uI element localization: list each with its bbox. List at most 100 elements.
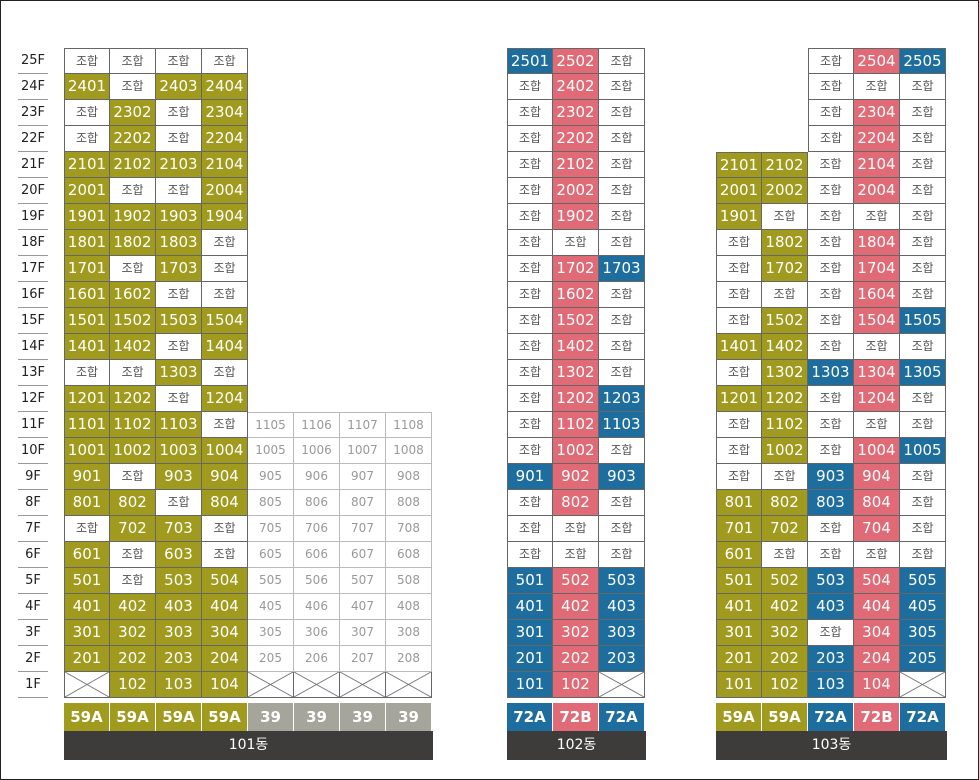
unit-cell: 302 — [762, 620, 808, 646]
union-unit-cell: 조합 — [202, 360, 248, 386]
union-unit-cell: 조합 — [507, 412, 553, 438]
empty-cell — [340, 204, 386, 230]
unit-cell: 504 — [202, 568, 248, 594]
empty-cell — [386, 360, 432, 386]
unit-cell: 404 — [854, 594, 900, 620]
unit-cell: 1204 — [202, 386, 248, 412]
empty-cell — [294, 360, 340, 386]
unit-cell: 2505 — [900, 48, 946, 74]
union-unit-cell: 조합 — [762, 204, 808, 230]
union-unit-cell: 조합 — [599, 48, 645, 74]
empty-cell — [762, 126, 808, 152]
empty-cell — [762, 74, 808, 100]
unit-type-label: 72B — [854, 703, 899, 731]
unit-type-label: 59A — [762, 703, 807, 731]
unit-cell: 1402 — [553, 334, 599, 360]
unit-type-row: 72A 72B 72A — [507, 703, 646, 731]
floor-label: 14F — [18, 334, 48, 360]
unit-type-label: 72A — [900, 703, 945, 731]
unit-cell: 501 — [716, 568, 762, 594]
union-unit-cell: 조합 — [808, 282, 854, 308]
unit-cell: 1402 — [110, 334, 156, 360]
union-unit-cell: 조합 — [156, 386, 202, 412]
unit-cell: 2103 — [156, 152, 202, 178]
union-unit-cell: 조합 — [716, 282, 762, 308]
unit-cell: 503 — [808, 568, 854, 594]
unit-cell: 202 — [762, 646, 808, 672]
union-unit-cell: 조합 — [808, 386, 854, 412]
union-unit-cell: 조합 — [64, 360, 110, 386]
unit-cell: 1002 — [553, 438, 599, 464]
floor-label: 7F — [18, 516, 48, 542]
unit-cell: 1201 — [64, 386, 110, 412]
union-unit-cell: 조합 — [900, 152, 946, 178]
empty-cell — [386, 308, 432, 334]
unit-cell: 402 — [110, 594, 156, 620]
union-unit-cell: 조합 — [64, 126, 110, 152]
unit-cell: 2104 — [202, 152, 248, 178]
unit-cell: 1903 — [156, 204, 202, 230]
floor-label: 9F — [18, 464, 48, 490]
union-unit-cell: 조합 — [110, 178, 156, 204]
empty-cell — [340, 334, 386, 360]
empty-cell — [294, 204, 340, 230]
union-unit-cell: 조합 — [507, 256, 553, 282]
floor-label: 5F — [18, 568, 48, 594]
unit-cell: 305 — [900, 620, 946, 646]
unit-cell: 1303 — [156, 360, 202, 386]
unit-cell: 1202 — [110, 386, 156, 412]
empty-cell — [294, 256, 340, 282]
unit-cell: 201 — [507, 646, 553, 672]
unit-cell: 808 — [386, 490, 432, 516]
empty-cell — [248, 100, 294, 126]
unit-cell: 501 — [64, 568, 110, 594]
unit-cell: 101 — [716, 672, 762, 698]
union-unit-cell: 조합 — [808, 334, 854, 360]
unit-cell: 1802 — [762, 230, 808, 256]
unit-cell: 1503 — [156, 308, 202, 334]
union-unit-cell: 조합 — [808, 542, 854, 568]
union-unit-cell: 조합 — [110, 542, 156, 568]
unit-cell: 2401 — [64, 74, 110, 100]
unit-cell: 508 — [386, 568, 432, 594]
unit-cell: 501 — [507, 568, 553, 594]
empty-cell — [716, 74, 762, 100]
union-unit-cell: 조합 — [762, 542, 808, 568]
unit-cell: 1202 — [762, 386, 808, 412]
union-unit-cell: 조합 — [599, 516, 645, 542]
unit-cell: 202 — [110, 646, 156, 672]
unit-cell: 504 — [854, 568, 900, 594]
union-unit-cell: 조합 — [507, 282, 553, 308]
union-unit-cell: 조합 — [507, 178, 553, 204]
unit-cell: 1602 — [553, 282, 599, 308]
unit-cell: 1901 — [716, 204, 762, 230]
empty-cell — [294, 74, 340, 100]
unit-cell: 1702 — [762, 256, 808, 282]
union-unit-cell: 조합 — [110, 74, 156, 100]
empty-cell — [248, 126, 294, 152]
union-unit-cell: 조합 — [900, 204, 946, 230]
union-unit-cell: 조합 — [202, 516, 248, 542]
union-unit-cell: 조합 — [716, 360, 762, 386]
empty-cell — [762, 48, 808, 74]
empty-cell — [386, 74, 432, 100]
empty-cell — [386, 204, 432, 230]
unit-cell: 2004 — [202, 178, 248, 204]
empty-cell — [248, 230, 294, 256]
union-unit-cell: 조합 — [110, 48, 156, 74]
unit-cell: 802 — [762, 490, 808, 516]
floor-label: 3F — [18, 620, 48, 646]
union-unit-cell: 조합 — [854, 204, 900, 230]
unit-cell: 202 — [553, 646, 599, 672]
empty-cell — [248, 334, 294, 360]
union-unit-cell: 조합 — [110, 256, 156, 282]
unit-cell: 101 — [507, 672, 553, 698]
floor-label: 24F — [18, 74, 48, 100]
building-name: 101동 — [64, 731, 433, 760]
unit-cell: 804 — [854, 490, 900, 516]
union-unit-cell: 조합 — [553, 230, 599, 256]
unit-cell: 1105 — [248, 412, 294, 438]
floor-label: 17F — [18, 256, 48, 282]
union-unit-cell: 조합 — [156, 282, 202, 308]
empty-cell — [716, 126, 762, 152]
